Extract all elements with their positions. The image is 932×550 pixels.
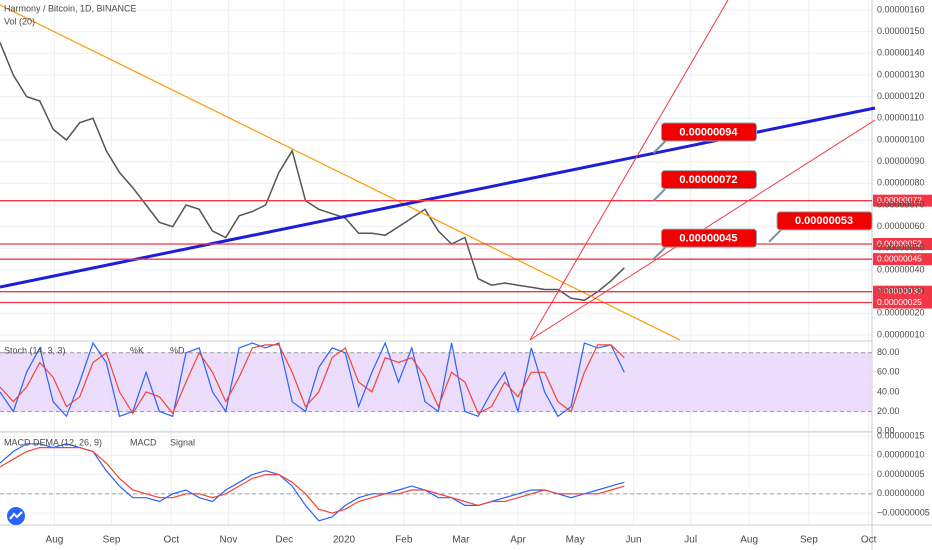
x-tick-label: Nov <box>220 535 238 546</box>
x-tick-label: Aug <box>46 535 64 546</box>
series-line <box>0 443 625 522</box>
overlay: 0.00000072 0.00000052 0.00000045 0.00000030… <box>0 122 932 309</box>
y-tick-label: 0.00000005 <box>877 469 925 479</box>
y-tick-label: 80.00 <box>877 347 900 357</box>
price-label: 0.00000025 <box>877 297 922 307</box>
y-tick-label: 20.00 <box>877 406 900 416</box>
series-line <box>0 341 625 418</box>
callout-box <box>776 211 873 231</box>
y-tick-label: 0.00000070 <box>877 199 925 209</box>
stoch-title: Stoch (14, 3, 3) <box>4 345 66 355</box>
x-tick-label: Aug <box>740 535 758 546</box>
y-tick-label: 40.00 <box>877 386 900 396</box>
y-tick-label: 0.00000090 <box>877 156 925 166</box>
callout-pointer <box>652 246 667 260</box>
legend-entry: Signal <box>170 437 195 447</box>
series-line <box>0 447 625 514</box>
y-tick-label: 0.00000110 <box>877 113 924 123</box>
y-tick-label: 0.00000030 <box>877 286 925 296</box>
price-label-box <box>873 296 932 309</box>
price-label-box <box>873 285 932 298</box>
price-label: 0.00000072 <box>877 195 922 205</box>
y-tick-label: 0.00000050 <box>877 243 925 253</box>
x-tick-label: Apr <box>510 535 526 546</box>
x-tick-label: Jul <box>684 535 697 546</box>
y-tick-label: −0.00000005 <box>877 507 930 517</box>
price-line <box>0 42 625 302</box>
callout-label: 0.00000053 <box>795 215 853 227</box>
price-label-box <box>873 194 932 207</box>
x-tick-label: Jun <box>626 535 642 546</box>
x-tick-label: Dec <box>275 535 293 546</box>
chart-title: Harmony / Bitcoin, 1D, BINANCE <box>4 3 137 13</box>
price-label: 0.00000030 <box>877 286 922 296</box>
series-line <box>0 344 625 415</box>
logo-mark <box>9 511 23 520</box>
callout-pointer <box>652 140 667 154</box>
y-tick-label: 0.00000040 <box>877 264 925 274</box>
y-tick-label: 0.00000010 <box>877 450 925 460</box>
y-tick-label: 60.00 <box>877 367 900 377</box>
price-label: 0.00000045 <box>877 253 922 263</box>
callout-label: 0.00000094 <box>679 126 738 138</box>
y-tick-label: 0.00000150 <box>877 26 925 36</box>
x-tick-label: Oct <box>164 535 180 546</box>
y-tick-label: 0.00000015 <box>877 430 925 440</box>
callout-label: 0.00000045 <box>679 233 737 245</box>
legend-entry: %K <box>130 345 144 355</box>
y-tick-label: 0.00000140 <box>877 48 925 58</box>
callout-label: 0.00000072 <box>679 174 737 186</box>
macd-title: MACD DEMA (12, 26, 9) <box>4 437 102 447</box>
grid <box>0 0 872 525</box>
x-tick-label: Feb <box>395 535 413 546</box>
callout-pointer <box>652 187 667 202</box>
trend-line <box>0 4 681 341</box>
x-tick-label: Oct <box>861 535 877 546</box>
price-label-box <box>873 253 932 266</box>
logo <box>7 507 25 525</box>
callout-box <box>660 122 757 142</box>
y-tick-label: 0.00000060 <box>877 221 925 231</box>
callout-box <box>660 228 757 248</box>
x-tick-label: 2020 <box>333 535 356 546</box>
x-tick-label: Mar <box>452 535 470 546</box>
volume-label: Vol (20) <box>4 16 35 26</box>
y-tick-label: 0.00000010 <box>877 329 925 339</box>
y-tick-label: 0.00000130 <box>877 69 925 79</box>
y-tick-label: 0.00 <box>877 425 895 435</box>
legend-entry: MACD <box>130 437 157 447</box>
y-tick-label: 0.00000100 <box>877 134 925 144</box>
y-tick-label: 0.00000020 <box>877 308 925 318</box>
y-tick-label: 0.00000120 <box>877 91 925 101</box>
panes <box>0 42 872 522</box>
y-tick-label: 0.00000160 <box>877 4 925 14</box>
callout-box <box>660 170 757 190</box>
x-tick-label: May <box>566 535 585 546</box>
legend-entry: %D <box>170 345 185 355</box>
price-label: 0.00000052 <box>877 238 922 248</box>
price-label-box <box>873 238 932 251</box>
x-tick-label: Sep <box>800 535 818 546</box>
y-tick-label: 0.00000080 <box>877 178 925 188</box>
callout-pointer <box>768 229 782 243</box>
y-tick-label: 0.00000000 <box>877 488 925 498</box>
x-tick-label: Sep <box>103 535 121 546</box>
trend-line <box>529 0 729 341</box>
